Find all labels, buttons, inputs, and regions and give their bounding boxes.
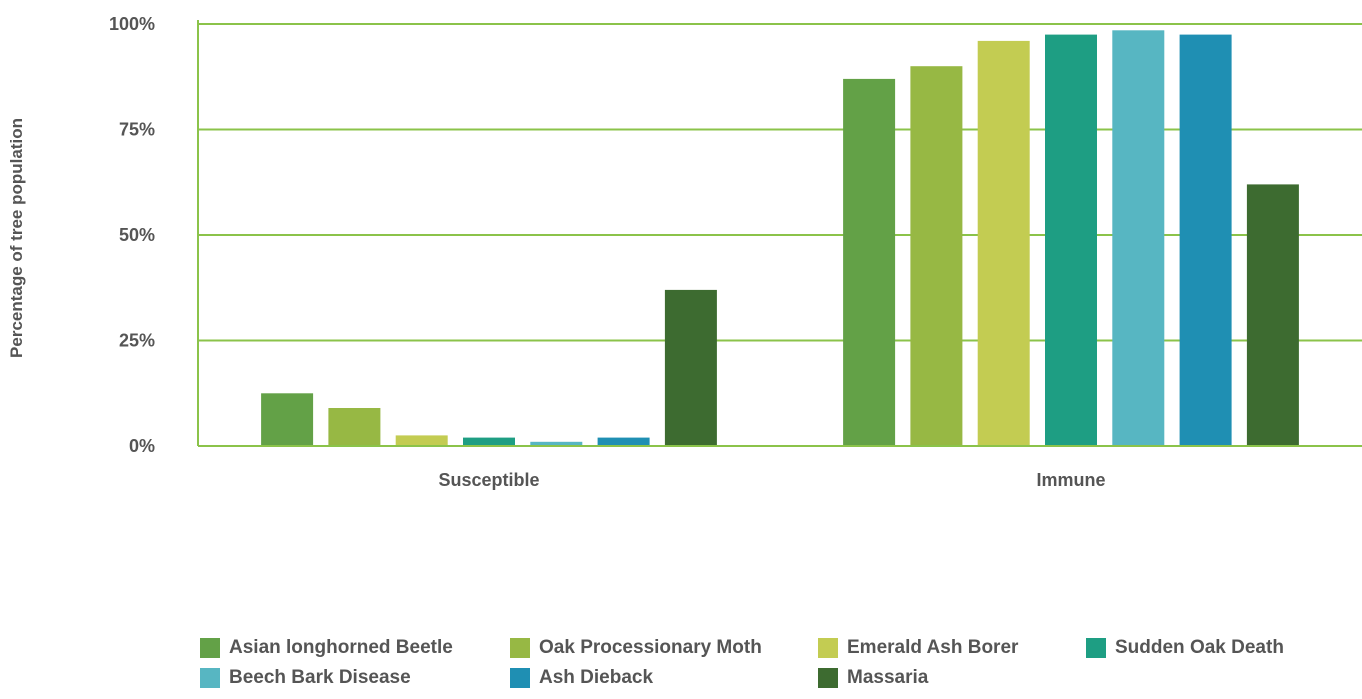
legend-item: Sudden Oak Death (1086, 637, 1284, 659)
legend-swatch (818, 638, 838, 658)
legend-label: Massaria (847, 667, 929, 688)
bar (328, 408, 381, 446)
legend-swatch (510, 638, 530, 658)
gridlines (197, 20, 1362, 446)
bar (597, 437, 650, 446)
y-tick-label: 50% (119, 225, 155, 245)
bar-chart: 0% 25% 50% 75% 100% Susceptible Immune Percen… (7, 14, 1362, 490)
legend-label: Ash Dieback (539, 667, 654, 688)
legend-swatch (200, 638, 220, 658)
legend-item: Oak Processionary Moth (510, 637, 762, 659)
bars (198, 30, 1362, 447)
legend-swatch (510, 668, 530, 688)
bar (1112, 30, 1165, 447)
bar (1045, 34, 1097, 446)
legend-swatch (200, 668, 220, 688)
bar (463, 437, 515, 446)
legend-label: Beech Bark Disease (229, 667, 411, 688)
bar (977, 40, 1030, 447)
bar (395, 435, 448, 446)
bar (261, 393, 314, 447)
legend-item: Massaria (818, 667, 928, 689)
legend-item: Emerald Ash Borer (818, 637, 1018, 659)
legend-label: Emerald Ash Borer (847, 637, 1019, 658)
y-tick-labels: 0% 25% 50% 75% 100% (109, 14, 155, 456)
bar (1179, 34, 1232, 446)
x-tick-label: Susceptible (438, 470, 539, 490)
y-tick-label: 75% (119, 120, 155, 140)
bar (664, 289, 717, 446)
x-tick-labels: Susceptible Immune (438, 470, 1105, 490)
legend-item: Beech Bark Disease (200, 667, 411, 689)
legend-swatch (1086, 638, 1106, 658)
legend-swatch (818, 668, 838, 688)
y-axis-title: Percentage of tree population (7, 118, 26, 358)
bar (530, 441, 583, 446)
legend-label: Asian longhorned Beetle (229, 637, 453, 658)
legend-label: Sudden Oak Death (1115, 637, 1284, 658)
legend-item: Ash Dieback (510, 667, 653, 689)
y-tick-label: 100% (109, 14, 155, 34)
bar (1246, 184, 1299, 446)
bar (910, 66, 963, 446)
bar (843, 78, 896, 447)
legend-label: Oak Processionary Moth (539, 637, 762, 658)
y-tick-label: 0% (129, 436, 155, 456)
y-tick-label: 25% (119, 331, 155, 351)
x-tick-label: Immune (1036, 470, 1105, 490)
legend-item: Asian longhorned Beetle (200, 637, 453, 659)
